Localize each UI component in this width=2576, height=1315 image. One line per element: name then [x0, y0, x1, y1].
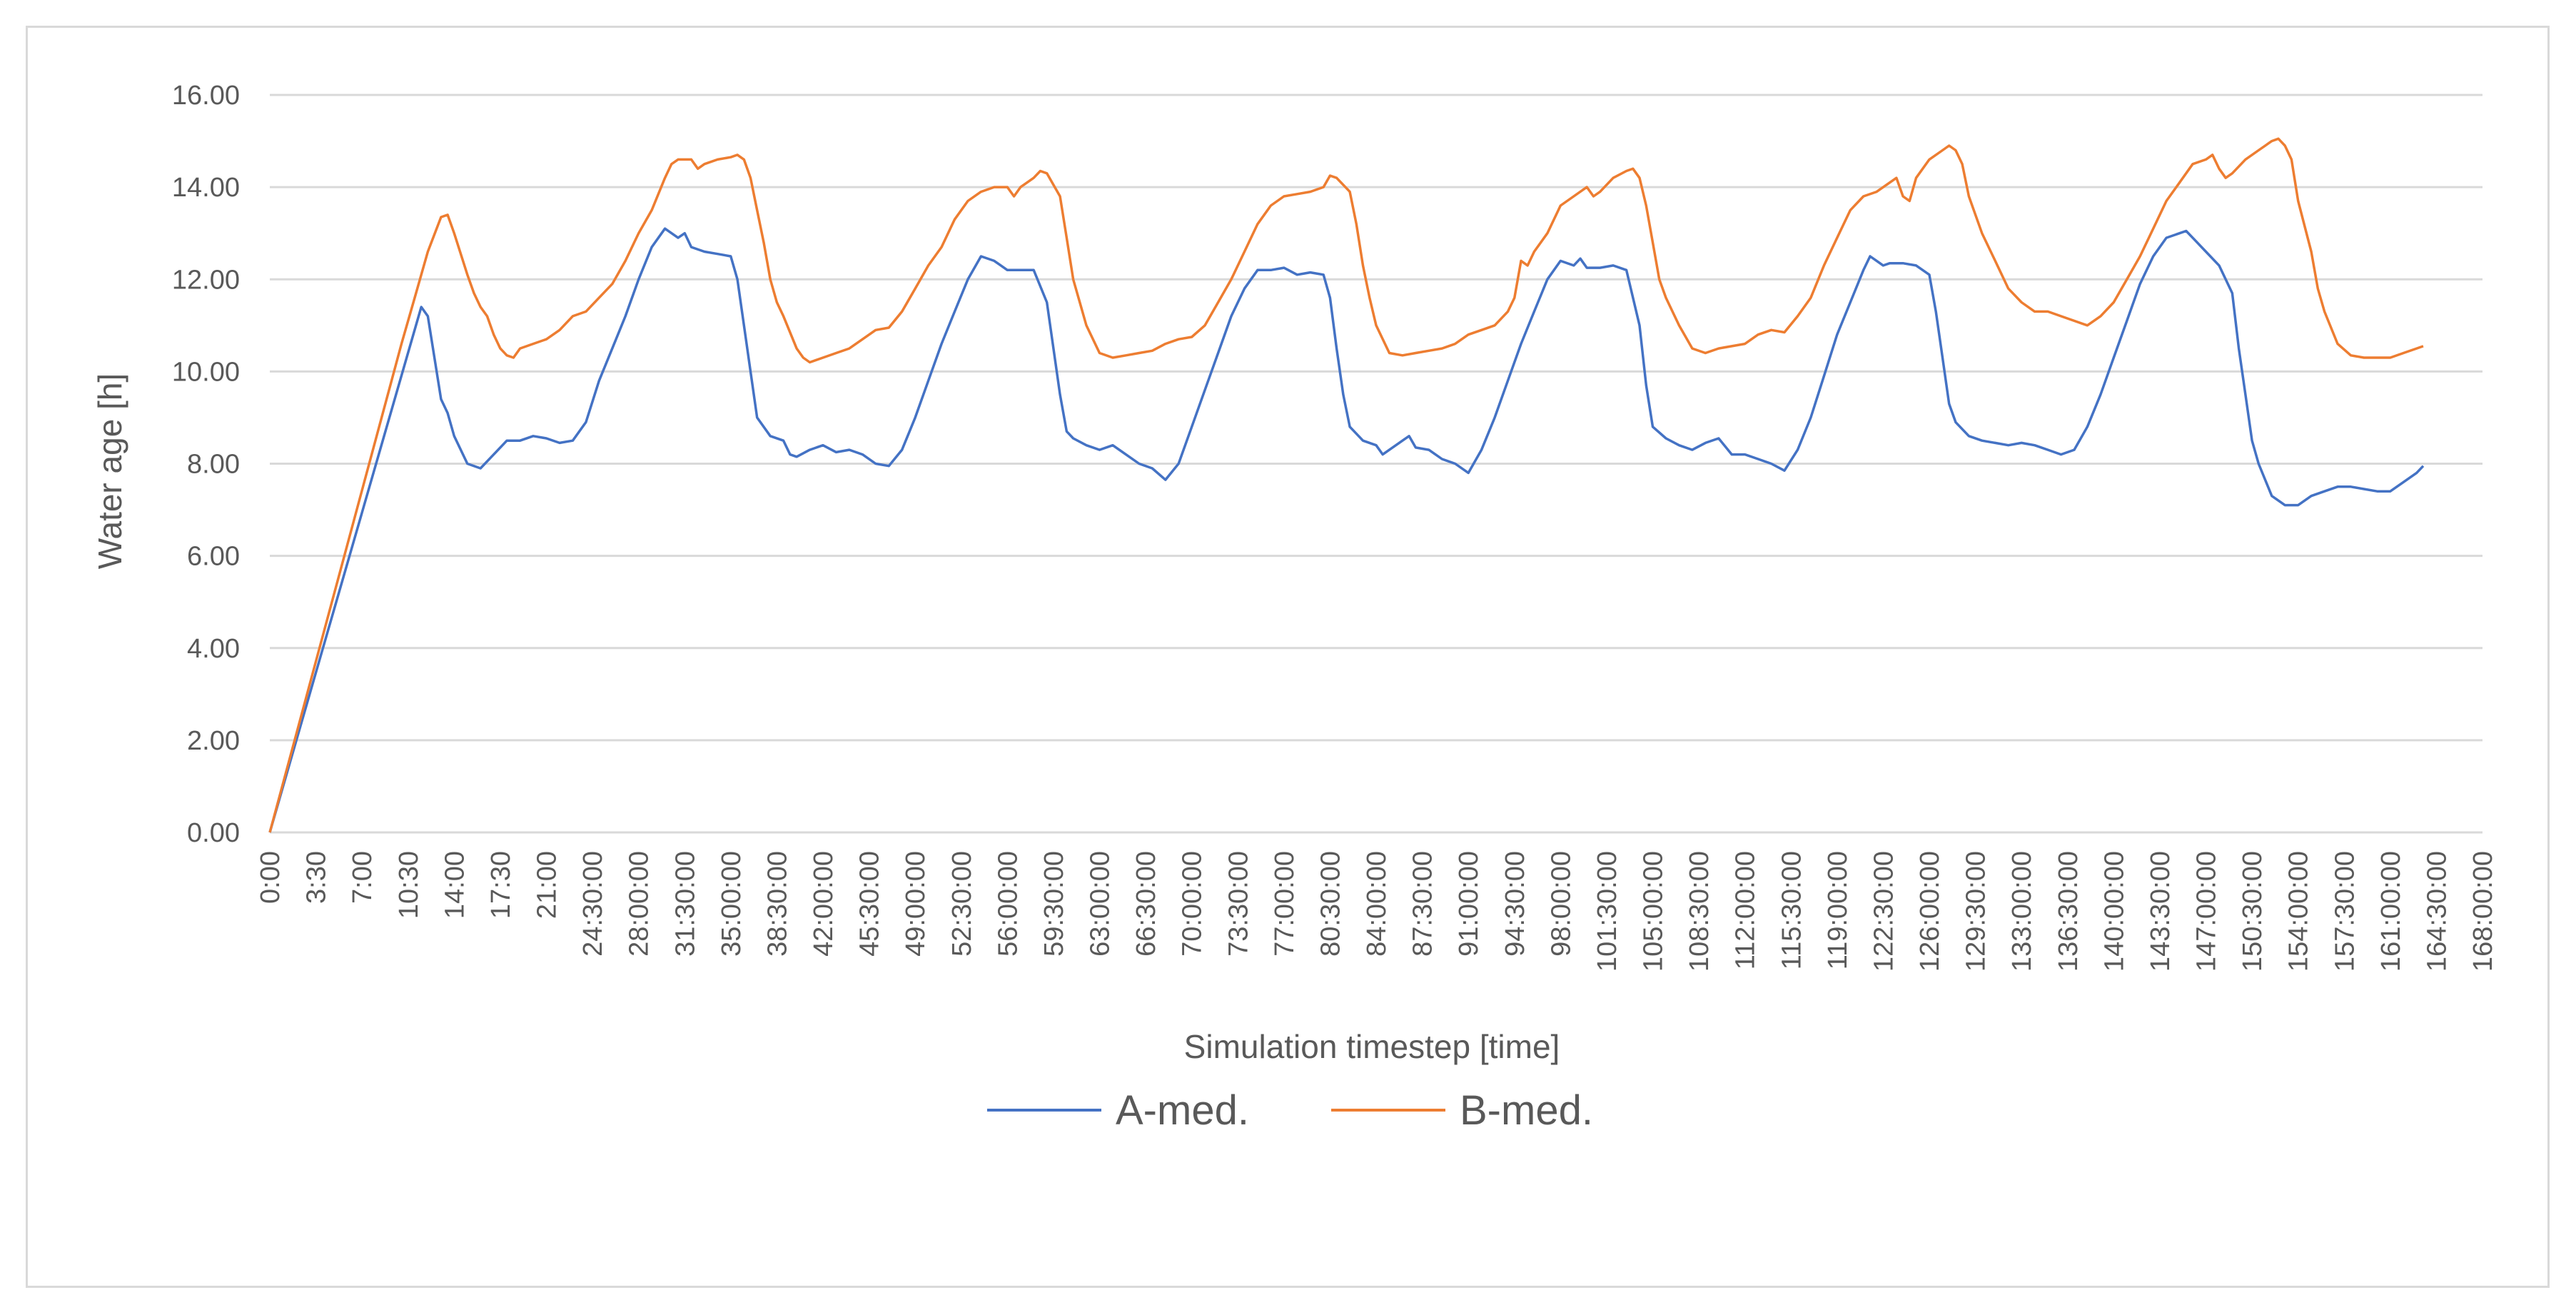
x-tick-label: 0:00 — [256, 851, 286, 904]
x-tick-label: 91:00:00 — [1454, 851, 1484, 957]
chart-frame — [26, 26, 2550, 1288]
x-tick-label: 49:00:00 — [901, 851, 931, 957]
x-tick-label: 122:30:00 — [1869, 851, 1899, 972]
x-tick-label: 80:30:00 — [1315, 851, 1345, 957]
y-tick-label: 12.00 — [172, 265, 240, 295]
x-tick-label: 101:30:00 — [1592, 851, 1622, 972]
x-tick-label: 98:00:00 — [1546, 851, 1576, 957]
y-tick-label: 6.00 — [187, 542, 240, 572]
x-tick-label: 42:00:00 — [809, 851, 839, 957]
gridlines — [270, 94, 2482, 834]
x-tick-label: 28:00:00 — [625, 851, 655, 957]
x-tick-label: 7:00 — [348, 851, 378, 904]
x-axis-tick-labels: 0:00 3:30 7:00 10:30 14:00 17:30 21:00 24:30:00… — [256, 851, 2498, 972]
x-tick-label: 150:30:00 — [2238, 851, 2268, 972]
x-tick-label: 10:30 — [394, 851, 424, 919]
x-tick-label: 17:30 — [486, 851, 516, 919]
x-tick-label: 56:00:00 — [993, 851, 1023, 957]
legend-label: B-med. — [1460, 1087, 1593, 1134]
y-axis-tick-labels: 0.00 2.00 4.00 6.00 8.00 10.00 12.00 14.00 16.00 — [172, 81, 240, 848]
x-tick-label: 94:30:00 — [1500, 851, 1530, 957]
x-tick-label: 31:30:00 — [670, 851, 700, 957]
x-tick-label: 154:00:00 — [2284, 851, 2314, 972]
x-tick-label: 161:00:00 — [2376, 851, 2406, 972]
x-tick-label: 143:30:00 — [2146, 851, 2176, 972]
x-tick-label: 63:00:00 — [1086, 851, 1116, 957]
x-tick-label: 38:30:00 — [762, 851, 792, 957]
series-line-a-med — [268, 227, 2425, 833]
y-tick-label: 14.00 — [172, 173, 240, 203]
y-tick-label: 0.00 — [187, 818, 240, 848]
x-tick-label: 108:30:00 — [1684, 851, 1714, 972]
x-tick-label: 164:30:00 — [2422, 851, 2452, 972]
x-tick-label: 66:30:00 — [1131, 851, 1161, 957]
x-tick-label: 52:30:00 — [947, 851, 977, 957]
legend: A-med. B-med. — [987, 1087, 1593, 1134]
x-tick-label: 14:00 — [440, 851, 470, 919]
x-tick-label: 3:30 — [302, 851, 332, 904]
x-tick-label: 59:30:00 — [1039, 851, 1069, 957]
x-tick-label: 35:00:00 — [717, 851, 747, 957]
y-axis-title: Water age [h] — [91, 373, 128, 569]
x-tick-label: 119:00:00 — [1823, 851, 1853, 969]
x-tick-label: 105:00:00 — [1639, 851, 1669, 972]
x-axis-title: Simulation timestep [time] — [1184, 1028, 1560, 1065]
y-tick-label: 10.00 — [172, 357, 240, 387]
x-tick-label: 112:00:00 — [1731, 851, 1761, 969]
x-tick-label: 140:00:00 — [2099, 851, 2129, 972]
x-tick-label: 73:30:00 — [1223, 851, 1253, 957]
legend-label: A-med. — [1116, 1087, 1249, 1134]
x-tick-label: 133:00:00 — [2007, 851, 2037, 972]
x-tick-label: 157:30:00 — [2330, 851, 2360, 972]
series-lines — [268, 137, 2425, 833]
x-tick-label: 115:30:00 — [1777, 851, 1807, 969]
x-tick-label: 70:00:00 — [1178, 851, 1208, 957]
y-tick-label: 4.00 — [187, 634, 240, 664]
x-tick-label: 136:30:00 — [2054, 851, 2083, 972]
y-tick-label: 8.00 — [187, 450, 240, 480]
x-tick-label: 45:30:00 — [855, 851, 885, 957]
x-tick-label: 21:00 — [532, 851, 562, 919]
x-tick-label: 147:00:00 — [2192, 851, 2222, 972]
x-tick-label: 129:30:00 — [1961, 851, 1991, 972]
x-tick-label: 126:00:00 — [1915, 851, 1945, 972]
y-tick-label: 16.00 — [172, 81, 240, 111]
y-tick-label: 2.00 — [187, 726, 240, 756]
x-tick-label: 24:30:00 — [578, 851, 608, 957]
series-line-b-med — [268, 137, 2424, 833]
x-tick-label: 168:00:00 — [2468, 851, 2498, 972]
x-tick-label: 84:00:00 — [1362, 851, 1392, 957]
x-tick-label: 87:30:00 — [1408, 851, 1438, 957]
x-tick-label: 77:00:00 — [1270, 851, 1300, 957]
